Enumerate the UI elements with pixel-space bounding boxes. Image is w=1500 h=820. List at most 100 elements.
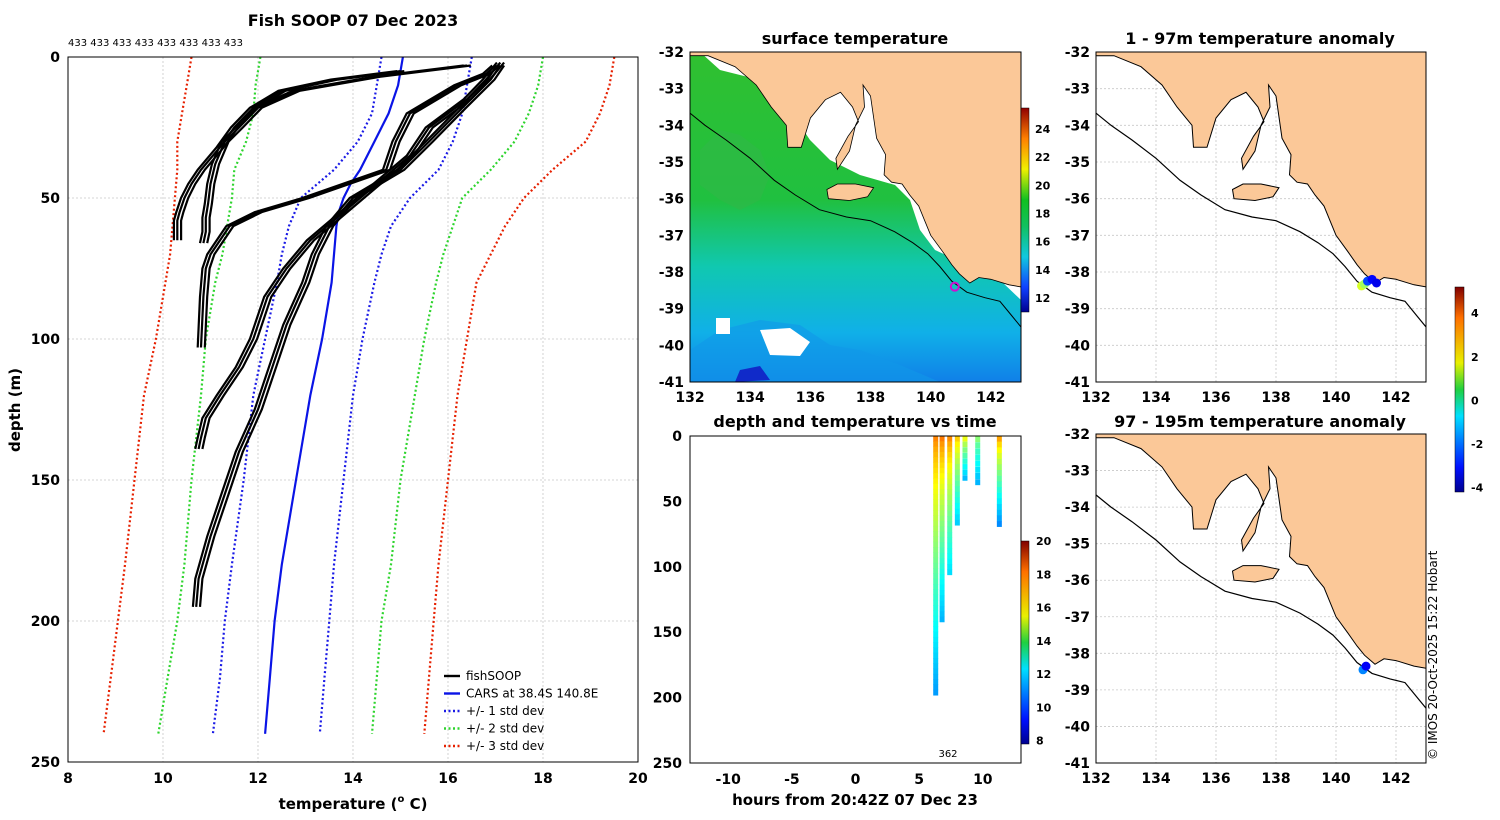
map-ytick: -39: [1065, 302, 1090, 318]
cast-sample: [947, 516, 953, 522]
fishsoop-profile-line: [203, 64, 501, 348]
cast-sample: [933, 531, 939, 537]
profile-grid: [67, 56, 639, 763]
cast-sample: [939, 510, 945, 517]
anomaly-shallow-ticks: 132 134 136 138 140 142 -32 -33 -34 -35 -36 -37 -38 -…: [1065, 45, 1411, 406]
depth-time-colorbar-tick: 18: [1036, 568, 1051, 581]
profile-xtick: 20: [628, 771, 648, 787]
cast-sample: [947, 484, 953, 490]
anomaly-deep-panel: 97 - 195m temperature anomaly 132 134 136 1…: [1065, 412, 1427, 787]
depth-time-xtick: 10: [973, 772, 993, 788]
cast-sample: [954, 514, 960, 520]
cast-sample: [954, 458, 960, 465]
depth-time-ytick: 0: [672, 429, 682, 445]
profile-std-bands: [102, 57, 616, 734]
map-ytick: -39: [659, 302, 684, 318]
depth-time-colorbar-tick: 10: [1036, 701, 1052, 714]
sst-sea-fill: [690, 52, 1021, 382]
map-ytick: -33: [1065, 82, 1090, 98]
cast-sample: [939, 547, 945, 554]
cast-sample: [947, 510, 953, 517]
cast-sample: [947, 452, 953, 458]
cast-sample: [939, 436, 945, 442]
cast-sample: [933, 562, 939, 569]
cast-sample: [933, 599, 939, 606]
depth-time-ytick: 200: [653, 691, 682, 707]
profile-ylabel: depth (m): [6, 368, 24, 452]
cast-sample: [954, 480, 960, 487]
cast-sample: [933, 557, 939, 564]
land-polygon: [1096, 52, 1426, 288]
anomaly-shallow-point: [1372, 278, 1381, 288]
anomaly-colorbar-tick: 4: [1471, 307, 1479, 320]
cast-sample: [933, 663, 939, 670]
map-xtick: 140: [1321, 390, 1350, 406]
profile-xtick: 18: [533, 771, 552, 787]
legend-entry: +/- 3 std dev: [466, 739, 544, 753]
map-xtick: 136: [796, 390, 825, 406]
cast-sample: [933, 483, 939, 490]
cast-sample: [939, 457, 945, 463]
map-ytick: -35: [1065, 537, 1090, 553]
cast-sample: [962, 464, 968, 470]
profile-xtick: 8: [63, 771, 73, 787]
std-band-lower-line: [211, 57, 383, 734]
fishsoop-profile-line: [198, 64, 464, 244]
cast-sample: [933, 668, 939, 675]
cast-sample: [947, 462, 953, 469]
cast-sample: [933, 504, 939, 511]
map-xtick: 140: [1321, 771, 1350, 787]
cast-sample: [939, 489, 945, 495]
cast-sample: [947, 457, 953, 464]
profile-ytick: 0: [50, 50, 60, 66]
std-band-upper-line: [318, 57, 473, 734]
cast-sample: [933, 647, 939, 654]
cast-sample: [933, 436, 939, 442]
sst-map-title: surface temperature: [762, 29, 949, 48]
cast-sample: [954, 469, 960, 476]
cast-sample: [933, 584, 939, 590]
fishsoop-profile-line: [172, 70, 398, 241]
map-ytick: -38: [1065, 265, 1090, 281]
depth-time-count: 362: [938, 749, 957, 760]
cast-sample: [975, 472, 981, 479]
anomaly-shallow-shelf: [1096, 112, 1426, 328]
cast-sample: [996, 436, 1002, 442]
depth-time-ytick: 50: [663, 494, 683, 510]
map-ytick: -38: [1065, 646, 1090, 662]
map-ytick: -37: [1065, 610, 1090, 626]
cast-sample: [947, 500, 953, 506]
cast-sample: [933, 510, 939, 516]
sst-colorbar-tick: 20: [1035, 179, 1051, 192]
anomaly-deep-title: 97 - 195m temperature anomaly: [1114, 412, 1406, 431]
cast-sample: [975, 448, 981, 455]
sst-colorbar-tick: 16: [1035, 236, 1051, 249]
std-band-lower-line: [102, 57, 193, 734]
map-xtick: 134: [1141, 771, 1170, 787]
cast-sample: [954, 486, 960, 493]
cast-sample: [947, 494, 953, 501]
cast-sample: [954, 463, 960, 470]
cast-sample: [975, 454, 981, 461]
cast-sample: [933, 473, 939, 479]
legend-entry: +/- 1 std dev: [466, 704, 544, 718]
map-xtick: 136: [1201, 390, 1230, 406]
map-ytick: -39: [1065, 683, 1090, 699]
depth-time-ytick: 150: [653, 625, 682, 641]
map-xtick: 138: [1261, 771, 1290, 787]
cast-sample: [996, 509, 1002, 516]
legend-entry: fishSOOP: [466, 669, 521, 683]
map-ytick: -34: [1065, 118, 1091, 134]
cast-sample: [933, 499, 939, 506]
map-xtick: 134: [736, 390, 765, 406]
depth-time-colorbar-ticks: 8 10 12 14 16 18 20: [1036, 535, 1052, 748]
anomaly-deep-field: [1096, 434, 1426, 709]
depth-time-xtick: 0: [851, 772, 861, 788]
fishsoop-profile-line: [191, 64, 498, 607]
cast-sample: [933, 457, 939, 463]
cast-sample: [939, 499, 945, 506]
cast-sample: [933, 652, 939, 659]
sst-colorbar-ticks: 12 14 16 18 20 22 24: [1035, 123, 1051, 305]
land-polygon: [1231, 183, 1280, 202]
legend-entry: +/- 2 std dev: [466, 722, 544, 736]
